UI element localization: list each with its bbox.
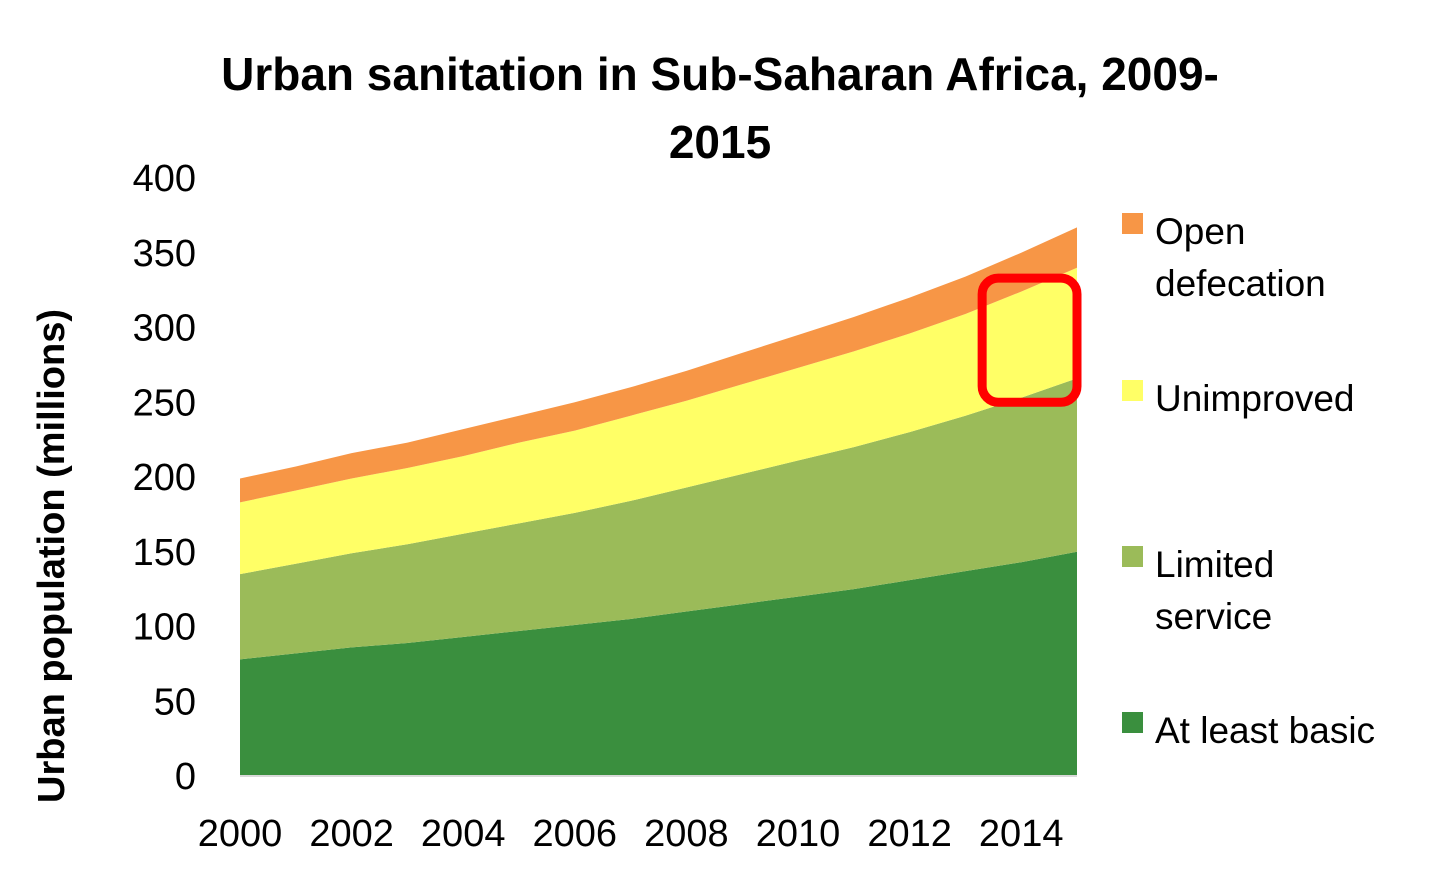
- legend: At least basic Limited service Unimproved Op…: [1122, 211, 1375, 751]
- y-tick-label: 0: [175, 756, 196, 798]
- x-tick-label: 2002: [309, 813, 394, 855]
- area-at-least-basic: [240, 551, 1077, 776]
- x-tick-label: 2014: [979, 813, 1064, 855]
- x-tick-label: 2010: [756, 813, 841, 855]
- y-ticks: 0 50 100 150 200 250 300 350 400: [133, 158, 196, 798]
- y-tick-label: 350: [133, 233, 196, 275]
- y-tick-label: 250: [133, 382, 196, 424]
- area-unimproved: [240, 267, 1077, 575]
- y-tick-label: 300: [133, 308, 196, 350]
- legend-label: defecation: [1155, 263, 1326, 304]
- legend-swatch: [1122, 712, 1143, 733]
- x-tick-label: 2008: [644, 813, 729, 855]
- highlight-box: [977, 273, 1082, 407]
- x-tick-label: 2006: [533, 813, 618, 855]
- legend-label: Unimproved: [1155, 378, 1354, 419]
- x-tick-label: 2012: [867, 813, 952, 855]
- y-tick-label: 150: [133, 532, 196, 574]
- y-axis-label: Urban population (millions): [31, 309, 73, 803]
- legend-swatch: [1122, 213, 1143, 234]
- legend-label: Open: [1155, 211, 1246, 252]
- y-tick-label: 100: [133, 607, 196, 649]
- y-tick-label: 200: [133, 457, 196, 499]
- legend-swatch: [1122, 546, 1143, 567]
- legend-label: Limited: [1155, 544, 1274, 585]
- x-tick-label: 2004: [421, 813, 506, 855]
- legend-swatch: [1122, 380, 1143, 401]
- x-ticks: 2000 2002 2004 2006 2008 2010 2012 2014: [198, 813, 1064, 855]
- y-tick-label: 50: [154, 681, 196, 723]
- area-limited-service: [240, 378, 1077, 660]
- x-tick-label: 2000: [198, 813, 283, 855]
- y-tick-label: 400: [133, 158, 196, 200]
- legend-label: service: [1155, 596, 1272, 637]
- chart-title-line-2: 2015: [669, 116, 771, 168]
- areas-group: [240, 227, 1077, 776]
- area-open-defecation: [240, 227, 1077, 503]
- chart-title-line-1: Urban sanitation in Sub-Saharan Africa, …: [221, 48, 1219, 100]
- legend-label: At least basic: [1155, 710, 1375, 751]
